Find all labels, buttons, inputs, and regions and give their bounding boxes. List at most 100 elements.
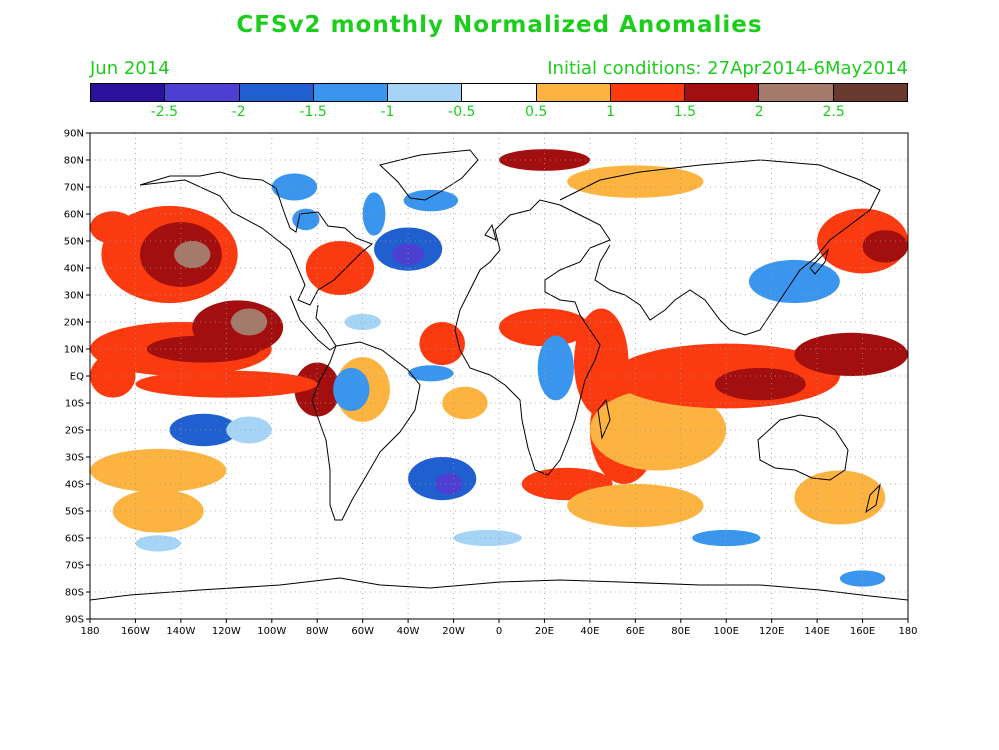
coast-europe-africa — [454, 199, 611, 476]
colorbar-swatch — [388, 84, 463, 101]
coast-australia — [757, 414, 849, 481]
lon-tick-label: 100E — [714, 626, 739, 637]
colorbar-swatch — [91, 84, 166, 101]
negative-anomaly-region — [344, 313, 381, 331]
lon-tick-label: 60W — [351, 626, 374, 637]
negative-anomaly-region — [537, 335, 574, 401]
lon-tick-label: 120W — [212, 626, 241, 637]
lon-tick-label: 140E — [804, 626, 829, 637]
lon-tick-label: 20E — [535, 626, 554, 637]
coast-asia — [559, 159, 881, 336]
gridlines — [90, 133, 908, 619]
lat-tick-label: 90S — [65, 615, 84, 626]
lat-tick-label: 80S — [65, 588, 84, 599]
colorbar-swatch — [833, 84, 907, 101]
positive-anomaly-region — [305, 241, 375, 295]
coast-south-america — [311, 341, 421, 521]
negative-anomaly-region — [292, 208, 320, 231]
positive-anomaly-region — [862, 230, 908, 263]
lon-tick-label: 80W — [306, 626, 329, 637]
colorbar-tick-label: 1.5 — [673, 104, 697, 120]
positive-anomaly-region — [499, 308, 590, 347]
lat-tick-label: 20N — [64, 318, 84, 329]
colorbar-tick-label: -2.5 — [150, 104, 179, 120]
positive-anomaly-region — [135, 370, 318, 398]
negative-anomaly-region — [362, 192, 386, 236]
colorbar-swatch — [759, 84, 834, 101]
lat-tick-label: 30N — [64, 291, 84, 302]
colorbar-tick-label: 2 — [754, 104, 764, 120]
positive-anomaly-region — [90, 354, 136, 398]
coast-madagascar — [597, 398, 611, 440]
lat-tick-label: 80N — [64, 156, 84, 167]
lat-tick-label: 10S — [65, 399, 84, 410]
negative-anomaly-region — [392, 243, 425, 266]
colorbar-swatch — [239, 84, 314, 101]
lon-tick-label: 60E — [626, 626, 645, 637]
colorbar-swatch — [536, 84, 611, 101]
positive-anomaly-region — [112, 489, 204, 533]
lat-tick-label: 40S — [65, 480, 84, 491]
coast-japan — [809, 248, 829, 275]
negative-anomaly-region — [169, 413, 238, 447]
longitude-labels: 180 160W 140W 120W 100W 80W 60W 40W 20W 0 20E 40E 60… — [80, 619, 918, 637]
positive-anomaly-region — [90, 211, 136, 244]
colorbar-swatch — [165, 84, 240, 101]
positive-anomaly-region — [90, 448, 227, 493]
colorbar-swatch — [313, 84, 389, 101]
anomaly-fields — [90, 149, 908, 587]
colorbar-tick-label: -1.5 — [299, 104, 327, 120]
colorbar-tick-label: -1 — [380, 104, 395, 120]
lat-tick-label: 10N — [64, 345, 84, 356]
lon-tick-label: 120E — [759, 626, 784, 637]
lon-tick-label: 20W — [442, 626, 465, 637]
lon-tick-label: 180 — [80, 626, 99, 637]
coast-new-zealand — [865, 483, 881, 514]
colorbar-tick-label: 0.5 — [525, 104, 548, 120]
negative-anomaly-region — [403, 189, 459, 212]
colorbar-swatch — [462, 84, 537, 101]
chart-title: CFSv2 monthly Normalized Anomalies — [236, 12, 763, 38]
lon-tick-label: 140W — [166, 626, 195, 637]
lat-tick-label: 50N — [64, 237, 84, 248]
coast-uk — [484, 223, 497, 241]
lat-tick-label: 70N — [64, 183, 84, 194]
positive-anomaly-region — [589, 389, 727, 471]
positive-anomaly-region — [499, 149, 590, 171]
negative-anomaly-region — [135, 535, 181, 552]
coast-central-america — [289, 295, 337, 351]
lon-tick-label: 160E — [850, 626, 875, 637]
positive-anomaly-region — [419, 322, 465, 366]
positive-anomaly-region — [174, 241, 211, 268]
lon-tick-label: 180 — [898, 626, 917, 637]
negative-anomaly-region — [408, 365, 454, 382]
lat-tick-label: 60S — [65, 534, 84, 545]
positive-anomaly-region — [230, 308, 268, 336]
positive-anomaly-region — [442, 386, 488, 420]
colorbar-tick-label: 1 — [606, 104, 615, 120]
positive-anomaly-region — [794, 332, 908, 376]
lon-tick-label: 40E — [580, 626, 599, 637]
lon-tick-label: 80E — [671, 626, 690, 637]
lon-tick-label: 100W — [257, 626, 286, 637]
positive-anomaly-region — [794, 470, 886, 525]
positive-anomaly-region — [714, 367, 806, 401]
coast-greenland — [378, 149, 479, 201]
negative-anomaly-region — [453, 529, 522, 547]
colorbar-swatch — [610, 84, 686, 101]
colorbar-tick-label: -0.5 — [448, 104, 476, 120]
lon-tick-label: 160W — [121, 626, 150, 637]
latitude-labels: 90N 80N 70N 60N 50N 40N 30N 20N 10N EQ 10S 20S 30S 40… — [64, 129, 90, 626]
lat-tick-label: 30S — [65, 453, 84, 464]
lat-tick-label: 50S — [65, 507, 84, 518]
lon-tick-label: 40W — [397, 626, 420, 637]
lat-tick-label: EQ — [70, 372, 84, 383]
lat-tick-label: 40N — [64, 264, 84, 275]
negative-anomaly-region — [271, 173, 318, 201]
colorbar-tick-label: 2.5 — [822, 104, 845, 120]
negative-anomaly-region — [748, 259, 840, 304]
colorbar-tick-label: -2 — [231, 104, 246, 120]
lat-tick-label: 20S — [65, 426, 84, 437]
initial-conditions-label: Initial conditions: 27Apr2014-6May2014 — [547, 58, 908, 79]
lat-tick-label: 70S — [65, 561, 84, 572]
